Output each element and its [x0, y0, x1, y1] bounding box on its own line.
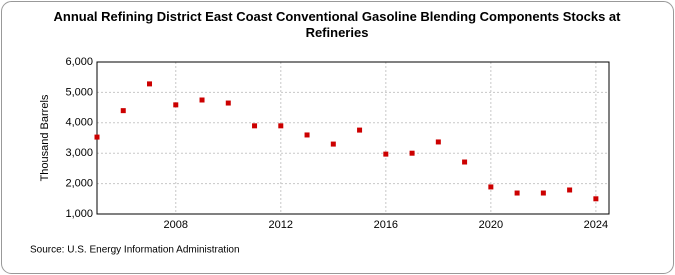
- point: [173, 102, 179, 108]
- point: [199, 97, 205, 103]
- point: [147, 81, 153, 87]
- x-tick-label: 2024: [584, 219, 608, 231]
- y-tick-label: 2,000: [65, 178, 93, 190]
- point: [94, 134, 100, 140]
- point: [383, 151, 389, 157]
- chart-title: Annual Refining District East Coast Conv…: [53, 9, 621, 40]
- x-tick-label: 2016: [374, 219, 398, 231]
- point: [567, 187, 573, 193]
- point: [435, 139, 441, 145]
- x-tick-label: 2020: [479, 219, 503, 231]
- point: [409, 150, 415, 156]
- point: [540, 190, 546, 196]
- point: [357, 127, 363, 133]
- y-tick-label: 4,000: [65, 117, 93, 129]
- point: [252, 123, 258, 129]
- point: [330, 141, 336, 147]
- x-tick-label: 2008: [164, 219, 188, 231]
- point: [120, 108, 126, 114]
- y-tick-label: 3,000: [65, 147, 93, 159]
- x-tick-label: 2012: [269, 219, 293, 231]
- y-tick-label: 1,000: [65, 208, 93, 220]
- point: [514, 190, 520, 196]
- point: [278, 123, 284, 129]
- point: [225, 100, 231, 106]
- point: [488, 184, 494, 190]
- y-axis-label: Thousand Barrels: [39, 94, 51, 181]
- source: Source: U.S. Energy Information Administ…: [30, 245, 240, 256]
- y-tick-label: 6,000: [65, 56, 93, 68]
- point: [593, 196, 599, 202]
- point: [462, 159, 468, 165]
- y-tick-label: 5,000: [65, 86, 93, 98]
- point: [304, 132, 310, 138]
